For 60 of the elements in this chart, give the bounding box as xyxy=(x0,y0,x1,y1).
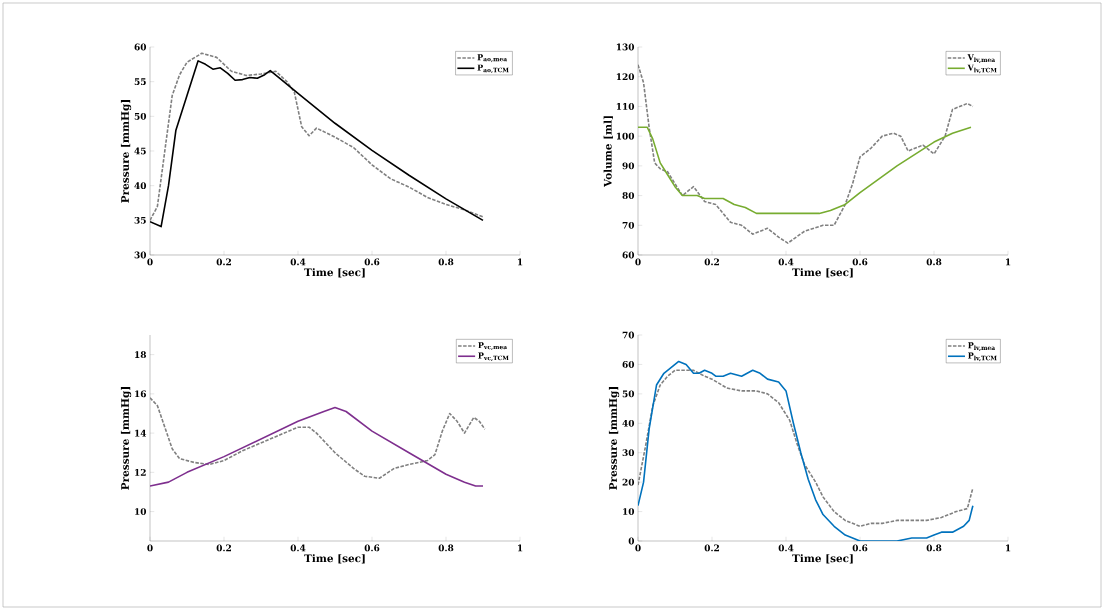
x-axis-title: Time [sec] xyxy=(792,268,853,278)
y-tick-label: 50 xyxy=(134,112,147,120)
y-tick-label: 20 xyxy=(622,478,635,486)
y-tick-label: 45 xyxy=(134,147,146,155)
y-tick-label: 16 xyxy=(135,390,147,398)
y-tick-label: 100 xyxy=(616,132,635,140)
x-tick-label: 0.2 xyxy=(216,544,231,552)
x-axis-title: Time [sec] xyxy=(792,554,853,564)
x-tick-label: 0 xyxy=(147,544,153,552)
y-axis-title: Pressure [mmHg] xyxy=(120,100,132,203)
x-axis-title: Time [sec] xyxy=(304,268,365,278)
y-tick-label: 60 xyxy=(622,251,635,259)
y-tick-label: 70 xyxy=(622,221,635,229)
y-tick-label: 55 xyxy=(134,78,146,85)
y-tick-label: 40 xyxy=(622,419,635,427)
y-tick-label: 35 xyxy=(134,216,146,224)
y-tick-label: 120 xyxy=(616,73,635,81)
y-tick-label: 130 xyxy=(616,43,635,51)
y-tick-label: 90 xyxy=(622,162,635,170)
y-tick-label: 70 xyxy=(622,331,635,339)
y-tick-label: 12 xyxy=(135,469,146,476)
x-tick-label: 0.4 xyxy=(290,544,306,552)
y-tick-label: 110 xyxy=(616,103,635,110)
x-tick-label: 0.2 xyxy=(704,258,720,266)
y-tick-label: 14 xyxy=(135,429,147,437)
x-tick-label: 0.4 xyxy=(778,258,794,266)
x-tick-label: 0.6 xyxy=(852,544,868,552)
x-tick-label: 0.4 xyxy=(290,258,306,266)
y-tick-label: 10 xyxy=(135,508,147,515)
y-axis-title: Volume [ml] xyxy=(603,116,613,188)
y-tick-label: 10 xyxy=(623,508,635,515)
x-tick-label: 0.6 xyxy=(852,258,868,266)
y-tick-label: 18 xyxy=(135,351,147,359)
x-tick-label: 0 xyxy=(147,258,153,266)
y-tick-label: 50 xyxy=(622,390,635,398)
x-tick-label: 1 xyxy=(1005,258,1011,266)
x-tick-label: 1 xyxy=(1005,544,1011,552)
x-axis-title: Time [sec] xyxy=(304,554,365,564)
x-tick-label: 0.8 xyxy=(438,544,454,552)
x-tick-label: 0.6 xyxy=(364,544,380,552)
x-tick-label: 1 xyxy=(517,544,523,552)
x-tick-label: 0.8 xyxy=(438,258,454,266)
y-tick-label: 30 xyxy=(134,251,147,259)
y-axis-title: Pressure [mmHg] xyxy=(120,387,132,490)
y-tick-label: 80 xyxy=(622,192,635,199)
y-tick-label: 60 xyxy=(622,361,635,368)
y-tick-label: 0 xyxy=(628,537,635,545)
x-tick-label: 0.6 xyxy=(364,258,380,266)
y-tick-label: 40 xyxy=(134,182,147,190)
x-tick-label: 0.4 xyxy=(778,544,794,552)
x-tick-label: 0.8 xyxy=(926,544,942,552)
x-tick-label: 0.8 xyxy=(926,258,942,266)
x-tick-label: 0 xyxy=(635,258,641,266)
x-tick-label: 1 xyxy=(517,258,523,266)
y-tick-label: 60 xyxy=(134,43,147,51)
x-tick-label: 0.2 xyxy=(704,544,720,552)
y-tick-label: 30 xyxy=(622,449,635,457)
y-axis-title: Pressure [mmHg] xyxy=(608,387,620,490)
x-tick-label: 0.2 xyxy=(216,258,231,266)
x-tick-label: 0 xyxy=(635,544,641,552)
